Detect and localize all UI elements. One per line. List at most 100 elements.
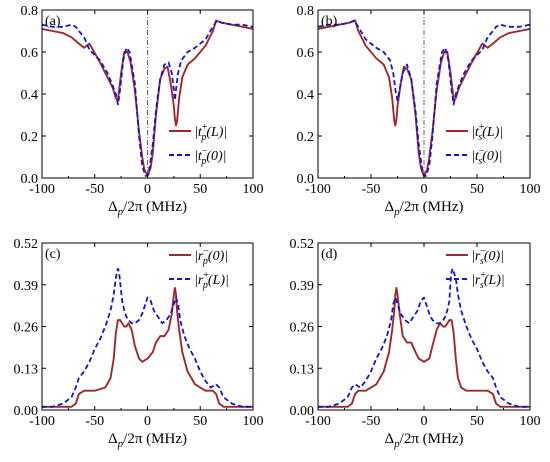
x-tick-label: 0: [421, 414, 428, 429]
x-tick-label: 50: [193, 414, 207, 429]
x-axis-label: Δp/2π (MHz): [108, 199, 187, 218]
legend-subscript: s: [480, 280, 484, 291]
y-tick-label: 0.8: [21, 4, 39, 19]
x-tick-label: 0: [144, 182, 151, 197]
legend-superscript: +: [479, 122, 485, 133]
x-tick-label: 50: [470, 414, 484, 429]
plot-frame: [317, 242, 531, 411]
x-tick-label: -50: [85, 182, 104, 197]
legend-letter: t: [198, 149, 203, 164]
legend-superscript: −: [479, 146, 485, 157]
legend-argument: (L)|: [484, 273, 505, 288]
y-tick-label: 0.52: [14, 237, 39, 252]
x-tick-label: -100: [29, 182, 55, 197]
legend-bar: |: [472, 249, 475, 264]
y-tick-label: 0.52: [290, 237, 315, 252]
x-axis-label-subscript: p: [393, 438, 400, 450]
x-tick-label: -100: [305, 414, 331, 429]
x-tick-label: -50: [362, 414, 381, 429]
panel-d: -100 -50 0 50 100 0.00 0.13 0.26 0.39 0.52 Δp/2π (…: [290, 237, 541, 450]
legend-subscript: p: [202, 256, 208, 267]
series-line-dashed: [42, 267, 253, 408]
y-tick-label: 0.39: [290, 279, 315, 294]
x-axis-label: Δp/2π (MHz): [385, 199, 464, 218]
y-tick-label: 0.2: [297, 130, 315, 145]
legend-entry: |r+ p(L)|: [195, 270, 229, 291]
legend-subscript: p: [202, 280, 208, 291]
x-axis-label-unit: /2π (MHz): [123, 431, 187, 447]
panel-label: (b): [321, 14, 338, 29]
panel-label: (c): [45, 247, 61, 262]
legend-letter: r: [475, 249, 481, 264]
x-tick-label: 100: [520, 182, 541, 197]
legend-subscript: s: [480, 256, 484, 267]
x-axis-label-unit: /2π (MHz): [123, 199, 187, 215]
x-tick-label: 100: [243, 182, 264, 197]
y-tick-label: 0.0: [21, 172, 39, 187]
x-axis-label-unit: /2π (MHz): [400, 431, 464, 447]
x-tick-label: 100: [520, 414, 541, 429]
x-tick-label: -50: [85, 414, 104, 429]
legend-superscript: −: [480, 246, 486, 257]
panel-a: -100 -50 0 50 100 0.0 0.2 0.4 0.6 0.8 Δp/2π (MHz) (…: [21, 4, 264, 218]
legend-bar: |: [472, 125, 475, 140]
legend-bar: |: [472, 149, 475, 164]
y-tick-label: 0.6: [297, 46, 315, 61]
legend-letter: r: [475, 273, 481, 288]
y-tick-label: 0.26: [14, 321, 39, 336]
x-axis-label-symbol: Δ: [108, 431, 118, 447]
x-axis-label: Δp/2π (MHz): [108, 431, 187, 450]
x-axis-label-subscript: p: [117, 206, 124, 218]
series-line-dashed: [317, 19, 531, 177]
legend-superscript: +: [203, 270, 209, 281]
legend-superscript: −: [203, 246, 209, 257]
legend-argument: (L)|: [206, 125, 227, 140]
legend-argument: (0)|: [208, 249, 228, 264]
legend-bar: |: [195, 149, 198, 164]
x-axis-label-subscript: p: [393, 206, 400, 218]
plot-frame: [41, 242, 254, 411]
x-axis-label-symbol: Δ: [385, 431, 395, 447]
x-tick-label: 100: [243, 414, 264, 429]
legend-subscript: p: [200, 156, 206, 167]
panel-label: (d): [321, 247, 338, 262]
legend-letter: r: [198, 249, 204, 264]
panel-c: -100 -50 0 50 100 0.00 0.13 0.26 0.39 0.52 Δp/2π (…: [14, 237, 264, 450]
y-tick-label: 0.8: [297, 4, 315, 19]
y-tick-label: 0.39: [14, 279, 39, 294]
legend-superscript: +: [480, 270, 486, 281]
y-tick-label: 0.00: [14, 404, 39, 419]
x-tick-label: 50: [470, 182, 484, 197]
legend-entry: |t− p(0)|: [195, 146, 227, 167]
y-tick-label: 0.6: [21, 46, 39, 61]
x-tick-label: -50: [362, 182, 381, 197]
y-tick-label: 0.0: [297, 172, 315, 187]
panel-b: -100 -50 0 50 100 0.0 0.2 0.4 0.6 0.8 Δp/2π (MHz) (…: [297, 4, 541, 218]
x-axis-label-unit: /2π (MHz): [400, 199, 464, 215]
x-tick-label: 0: [421, 182, 428, 197]
x-tick-label: 50: [193, 182, 207, 197]
series-line-solid: [42, 287, 253, 408]
legend-entry: |t− s(0)|: [472, 146, 502, 167]
legend-entry: |t+ s(L)|: [472, 122, 503, 143]
y-tick-label: 0.4: [21, 88, 39, 103]
legend-entry: |r+ s(L)|: [472, 270, 505, 291]
legend-argument: (0)|: [484, 249, 504, 264]
x-axis-label-symbol: Δ: [108, 199, 118, 215]
legend-letter: t: [475, 149, 480, 164]
legend-argument: (0)|: [206, 149, 226, 164]
legend-superscript: +: [202, 122, 208, 133]
x-axis-label-symbol: Δ: [385, 199, 395, 215]
legend-letter: r: [198, 273, 204, 288]
legend-bar: |: [195, 273, 198, 288]
series-line-solid: [318, 287, 530, 408]
legend-entry: |r− p(0)|: [195, 246, 228, 267]
x-axis-label-subscript: p: [117, 438, 124, 450]
panel-label: (a): [45, 14, 61, 29]
x-tick-label: -100: [305, 182, 331, 197]
legend-superscript: −: [202, 146, 208, 157]
legend-subscript: s: [478, 156, 482, 167]
legend-entry: |r− s(0)|: [472, 246, 504, 267]
legend-bar: |: [195, 125, 198, 140]
